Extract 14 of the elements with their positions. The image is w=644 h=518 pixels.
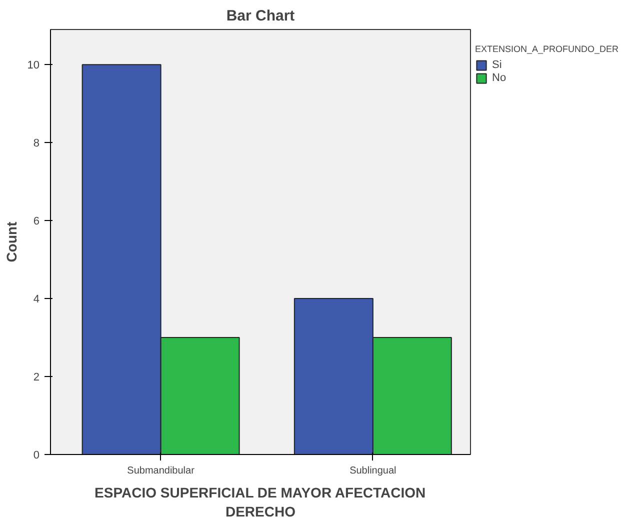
x-tick-label: Sublingual: [350, 466, 396, 476]
legend-title: EXTENSION_A_PROFUNDO_DER: [475, 44, 619, 54]
y-axis-title: Count: [3, 221, 20, 262]
y-tick-label: 2: [33, 372, 40, 384]
y-tick-label: 8: [33, 138, 40, 150]
y-tick-label: 4: [33, 294, 40, 306]
legend-label: Si: [492, 59, 503, 71]
chart-title: Bar Chart: [226, 8, 295, 24]
y-tick-label: 6: [33, 216, 40, 228]
y-tick-label: 10: [27, 60, 40, 72]
x-tick-label: Submandibular: [127, 466, 196, 476]
legend-label: No: [492, 72, 508, 84]
y-tick-label: 0: [33, 450, 40, 462]
x-axis-title: ESPACIO SUPERFICIAL DE MAYOR AFECTACION DERECHO: [94, 484, 426, 518]
